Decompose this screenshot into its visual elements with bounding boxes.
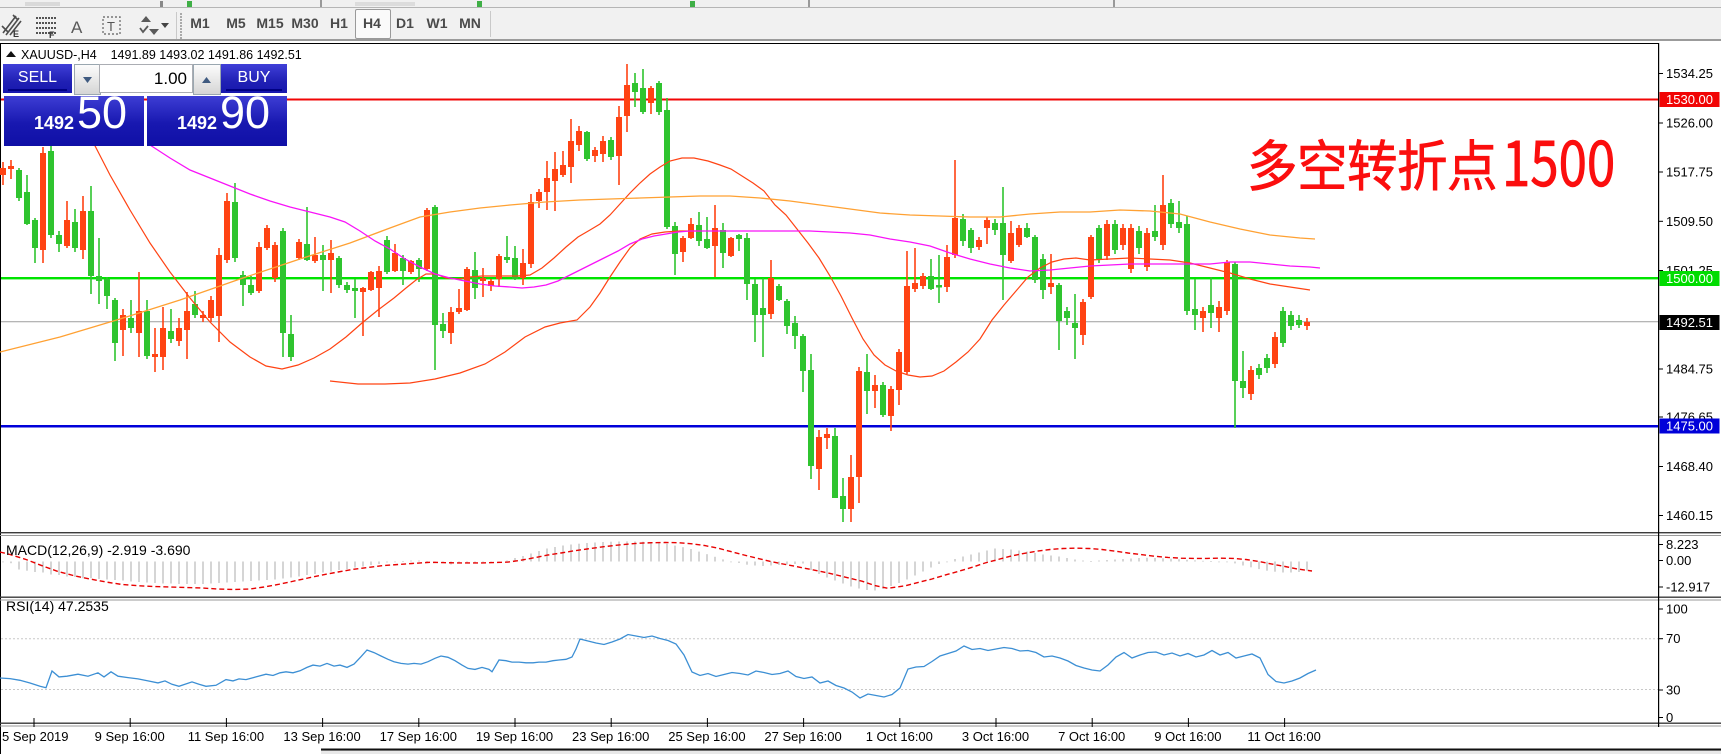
svg-text:F: F bbox=[49, 30, 55, 40]
svg-text:30: 30 bbox=[1666, 683, 1680, 698]
svg-text:70: 70 bbox=[1666, 631, 1680, 646]
svg-text:17 Sep 16:00: 17 Sep 16:00 bbox=[380, 729, 457, 744]
svg-text:7 Oct 16:00: 7 Oct 16:00 bbox=[1058, 729, 1125, 744]
svg-text:5 Sep 2019: 5 Sep 2019 bbox=[2, 729, 69, 744]
svg-text:T: T bbox=[107, 19, 115, 34]
svg-text:1 Oct 16:00: 1 Oct 16:00 bbox=[866, 729, 933, 744]
svg-text:1492.51: 1492.51 bbox=[1666, 315, 1713, 330]
svg-text:8.223: 8.223 bbox=[1666, 537, 1699, 552]
svg-text:1526.00: 1526.00 bbox=[1666, 116, 1713, 131]
svg-text:MACD(12,26,9) -2.919 -3.690: MACD(12,26,9) -2.919 -3.690 bbox=[6, 542, 191, 558]
svg-text:1484.75: 1484.75 bbox=[1666, 362, 1713, 377]
svg-text:1460.15: 1460.15 bbox=[1666, 508, 1713, 523]
svg-text:3 Oct 16:00: 3 Oct 16:00 bbox=[962, 729, 1029, 744]
svg-text:11 Oct 16:00: 11 Oct 16:00 bbox=[1247, 729, 1320, 744]
svg-text:9 Sep 16:00: 9 Sep 16:00 bbox=[95, 729, 165, 744]
svg-text:11 Sep 16:00: 11 Sep 16:00 bbox=[188, 729, 264, 744]
svg-text:9 Oct 16:00: 9 Oct 16:00 bbox=[1154, 729, 1221, 744]
svg-text:27 Sep 16:00: 27 Sep 16:00 bbox=[764, 729, 841, 744]
svg-text:0: 0 bbox=[1666, 710, 1673, 725]
svg-text:-12.917: -12.917 bbox=[1666, 580, 1710, 595]
svg-text:23 Sep 16:00: 23 Sep 16:00 bbox=[572, 729, 649, 744]
svg-text:RSI(14) 47.2535: RSI(14) 47.2535 bbox=[6, 598, 109, 614]
svg-text:25 Sep 16:00: 25 Sep 16:00 bbox=[668, 729, 745, 744]
svg-text:0.00: 0.00 bbox=[1666, 553, 1691, 568]
svg-text:1517.75: 1517.75 bbox=[1666, 165, 1713, 180]
svg-text:1475.00: 1475.00 bbox=[1666, 419, 1713, 434]
svg-text:1530.00: 1530.00 bbox=[1666, 92, 1713, 107]
svg-text:19 Sep 16:00: 19 Sep 16:00 bbox=[476, 729, 553, 744]
svg-text:XAUUSD-,H4 1491.89 1493.02: XAUUSD-,H4 1491.89 1493.02 1491.86 1492.… bbox=[21, 48, 302, 62]
svg-text:A: A bbox=[71, 18, 83, 37]
svg-text:13 Sep 16:00: 13 Sep 16:00 bbox=[283, 729, 360, 744]
svg-text:1468.40: 1468.40 bbox=[1666, 459, 1713, 474]
svg-text:E: E bbox=[13, 29, 19, 39]
svg-text:1500.00: 1500.00 bbox=[1666, 271, 1713, 286]
svg-text:1509.50: 1509.50 bbox=[1666, 214, 1713, 229]
svg-text:1534.25: 1534.25 bbox=[1666, 66, 1713, 81]
svg-text:100: 100 bbox=[1666, 602, 1688, 617]
